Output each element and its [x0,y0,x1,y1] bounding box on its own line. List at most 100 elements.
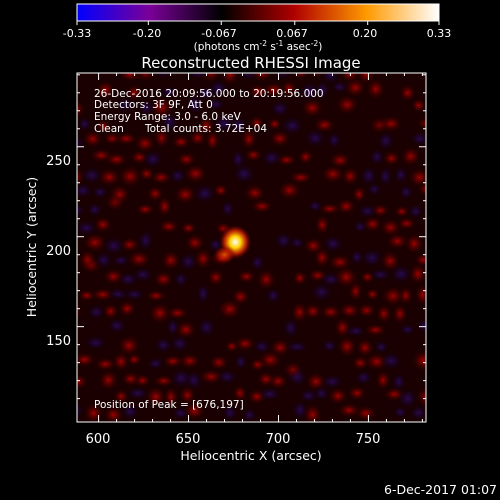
residual-blob [103,132,121,145]
residual-blob [134,134,156,153]
residual-blob [349,249,365,265]
residual-blob [146,185,164,202]
residual-blob [377,165,394,188]
colorbar-ticks [76,21,440,25]
residual-blob [329,152,351,169]
residual-blob [176,152,197,167]
residual-blob [269,99,290,118]
residual-blob [347,385,367,401]
residual-blob [392,303,408,325]
residual-blob [364,323,387,337]
residual-blob [273,73,292,80]
residual-blob [142,150,164,169]
colorbar [76,3,440,22]
residual-blob [382,150,401,166]
source-feature [213,245,236,264]
residual-blob [397,217,417,230]
plot-frame [76,72,427,423]
residual-blob [194,248,212,270]
residual-blob [303,128,327,148]
annotation-time-range: 26-Dec-2016 20:09:56.000 to 20:19:56.000 [94,88,324,100]
residual-blob [375,370,391,391]
residual-blob [411,98,426,113]
residual-blob [153,73,175,79]
residual-blob [345,324,367,338]
residual-blob [415,284,426,306]
residual-blob [162,354,184,368]
residual-blob [134,73,157,82]
chart-title: Reconstructed RHESSI Image [141,54,360,72]
residual-blob [280,115,305,136]
residual-blob [91,185,109,200]
residual-blob [185,93,204,116]
residual-blob [351,355,369,371]
residual-blob [244,184,266,202]
residual-blob [166,306,189,320]
residual-blob [315,214,330,235]
residual-blob [179,385,196,405]
residual-blob [408,167,426,188]
residual-blob [337,402,361,418]
residual-blob [178,353,201,369]
x-axis-label: Heliocentric X (arcsec) [180,448,321,463]
residual-blob [184,233,205,252]
residual-blob [397,387,419,410]
residual-blob [298,388,319,404]
residual-blob [138,166,155,181]
residual-blob [250,199,273,214]
source-feature [104,193,125,212]
residual-blob [168,167,187,184]
residual-blob [82,232,107,253]
residual-blob [321,164,345,184]
residual-blob [298,81,321,102]
residual-blob [232,384,248,402]
residual-blob [252,339,272,354]
residual-blob [310,282,333,302]
residual-blob [213,183,229,198]
residual-blob [362,216,383,233]
residual-blob [298,149,314,165]
residual-blob [127,250,151,268]
residual-blob [415,386,426,408]
residual-blob [256,269,277,291]
residual-blob [376,304,392,324]
residual-blob [265,287,282,304]
residual-blob [380,351,403,371]
residual-blob [220,199,235,218]
residual-blob [322,234,344,253]
residual-blob [328,387,348,405]
residual-blob [77,182,93,199]
residual-blob [77,374,88,390]
source-features [81,116,390,379]
residual-blob [400,146,421,167]
residual-blob [183,164,208,184]
residual-blob [208,79,229,98]
residual-blob [120,237,140,253]
residual-blob [328,254,352,271]
residual-blob [180,221,197,235]
residual-blob [313,117,336,133]
residual-blob [276,153,297,167]
residual-blob [318,202,341,215]
residual-blob [175,320,197,340]
residual-blob [354,369,373,386]
residual-blob [389,264,413,285]
colorbar-tick-label: -0.067 [201,27,236,40]
residual-blob [352,185,367,203]
residual-blob [173,184,197,205]
residual-blob [314,79,331,101]
residual-blob [184,370,204,391]
residual-blob [102,236,126,256]
residual-blob [77,220,99,237]
residual-blob [169,334,190,353]
residual-blob [240,128,257,150]
residual-blob [125,84,143,101]
source-feature [282,360,303,379]
residual-blob [359,165,378,187]
x-tick-label: 650 [176,432,201,447]
residual-blob [198,116,215,136]
residual-blob [336,198,356,215]
residual-blob [251,73,273,82]
residual-blob [80,166,104,185]
